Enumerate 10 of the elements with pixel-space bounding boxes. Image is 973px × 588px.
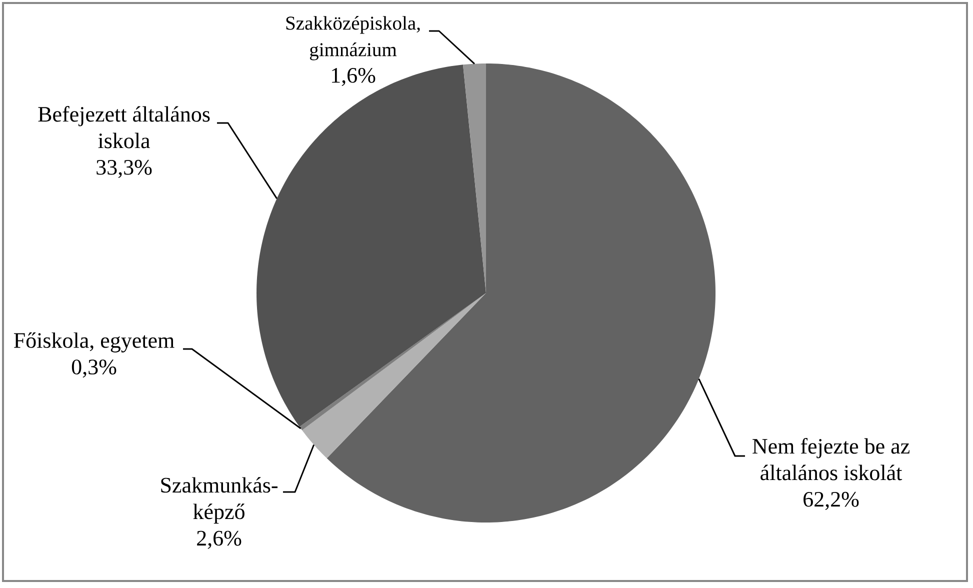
data-label: 0,3% [72,360,116,378]
slice-label: Befejezett általános iskola [38,106,210,148]
slice-label: Szakközépiskola, gimnázium [286,16,420,60]
slice-label: Szakmunkás-képző [161,477,278,524]
data-label: 62,2% [804,492,859,510]
data-label: 1,6% [332,68,376,86]
data-label: 2,6% [197,530,242,549]
slice-label: Nem fejezte be az általános iskolát [752,438,910,480]
slice-label: Főiskola, egyetem [14,332,174,352]
data-label: 33,3% [96,160,152,178]
